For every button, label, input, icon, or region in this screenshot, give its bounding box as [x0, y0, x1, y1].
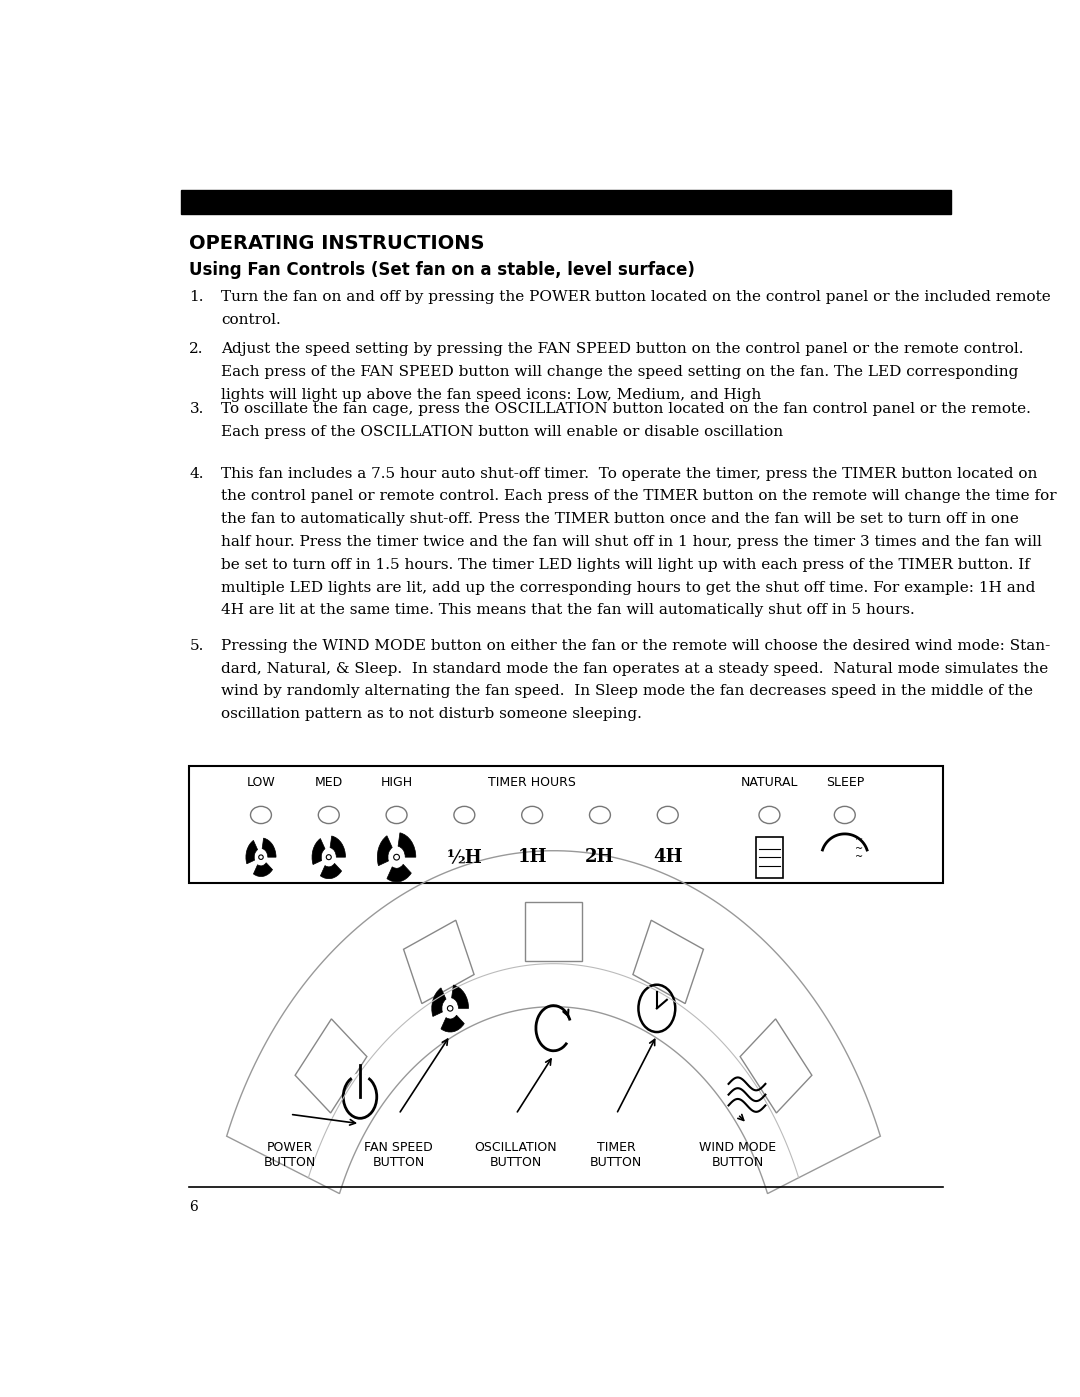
Text: TIMER HOURS: TIMER HOURS	[488, 777, 576, 789]
Wedge shape	[451, 985, 469, 1009]
Text: NATURAL: NATURAL	[741, 777, 798, 789]
Wedge shape	[441, 1016, 464, 1032]
Text: To oscillate the fan cage, press the OSCILLATION button located on the fan contr: To oscillate the fan cage, press the OSC…	[221, 402, 1031, 439]
Text: OSCILLATION
BUTTON: OSCILLATION BUTTON	[474, 1141, 557, 1169]
Text: 3.: 3.	[189, 402, 204, 416]
Text: 4H: 4H	[653, 848, 683, 866]
Text: ½H: ½H	[446, 848, 483, 866]
Text: Turn the fan on and off by pressing the POWER button located on the control pane: Turn the fan on and off by pressing the …	[221, 291, 1051, 327]
Text: 5.: 5.	[189, 638, 204, 652]
Text: OPERATING INSTRUCTIONS: OPERATING INSTRUCTIONS	[189, 235, 485, 253]
Wedge shape	[254, 863, 272, 876]
Text: 4.: 4.	[189, 467, 204, 481]
Bar	[181, 190, 951, 214]
Text: Using Fan Controls (Set fan on a stable, level surface): Using Fan Controls (Set fan on a stable,…	[189, 261, 696, 279]
Text: LOW: LOW	[246, 777, 275, 789]
Text: 1.: 1.	[189, 291, 204, 305]
Text: ~: ~	[855, 835, 863, 845]
Wedge shape	[387, 865, 411, 882]
Wedge shape	[246, 841, 257, 863]
Wedge shape	[432, 988, 446, 1017]
Bar	[756, 837, 783, 877]
Ellipse shape	[447, 1006, 453, 1011]
Wedge shape	[321, 863, 341, 879]
Wedge shape	[330, 835, 346, 858]
Text: WIND MODE
BUTTON: WIND MODE BUTTON	[699, 1141, 777, 1169]
Ellipse shape	[394, 855, 400, 861]
Ellipse shape	[259, 855, 264, 859]
Text: ~: ~	[855, 844, 863, 854]
Text: HIGH: HIGH	[380, 777, 413, 789]
Text: MED: MED	[314, 777, 342, 789]
Wedge shape	[262, 838, 276, 858]
Text: This fan includes a 7.5 hour auto shut-off timer.  To operate the timer, press t: This fan includes a 7.5 hour auto shut-o…	[221, 467, 1057, 617]
Text: 2H: 2H	[585, 848, 615, 866]
Wedge shape	[399, 833, 416, 858]
Text: FAN SPEED
BUTTON: FAN SPEED BUTTON	[364, 1141, 433, 1169]
Bar	[189, 766, 943, 883]
Ellipse shape	[326, 855, 332, 859]
Text: 6: 6	[189, 1200, 198, 1214]
Text: 1H: 1H	[517, 848, 546, 866]
Text: 2.: 2.	[189, 342, 204, 356]
Text: Pressing the WIND MODE button on either the fan or the remote will choose the de: Pressing the WIND MODE button on either …	[221, 638, 1051, 721]
Text: Adjust the speed setting by pressing the FAN SPEED button on the control panel o: Adjust the speed setting by pressing the…	[221, 342, 1024, 401]
Text: POWER
BUTTON: POWER BUTTON	[264, 1141, 316, 1169]
Text: TIMER
BUTTON: TIMER BUTTON	[590, 1141, 643, 1169]
Text: SLEEP: SLEEP	[825, 777, 864, 789]
Wedge shape	[377, 835, 392, 866]
Text: ~: ~	[855, 852, 863, 862]
Wedge shape	[312, 838, 325, 865]
